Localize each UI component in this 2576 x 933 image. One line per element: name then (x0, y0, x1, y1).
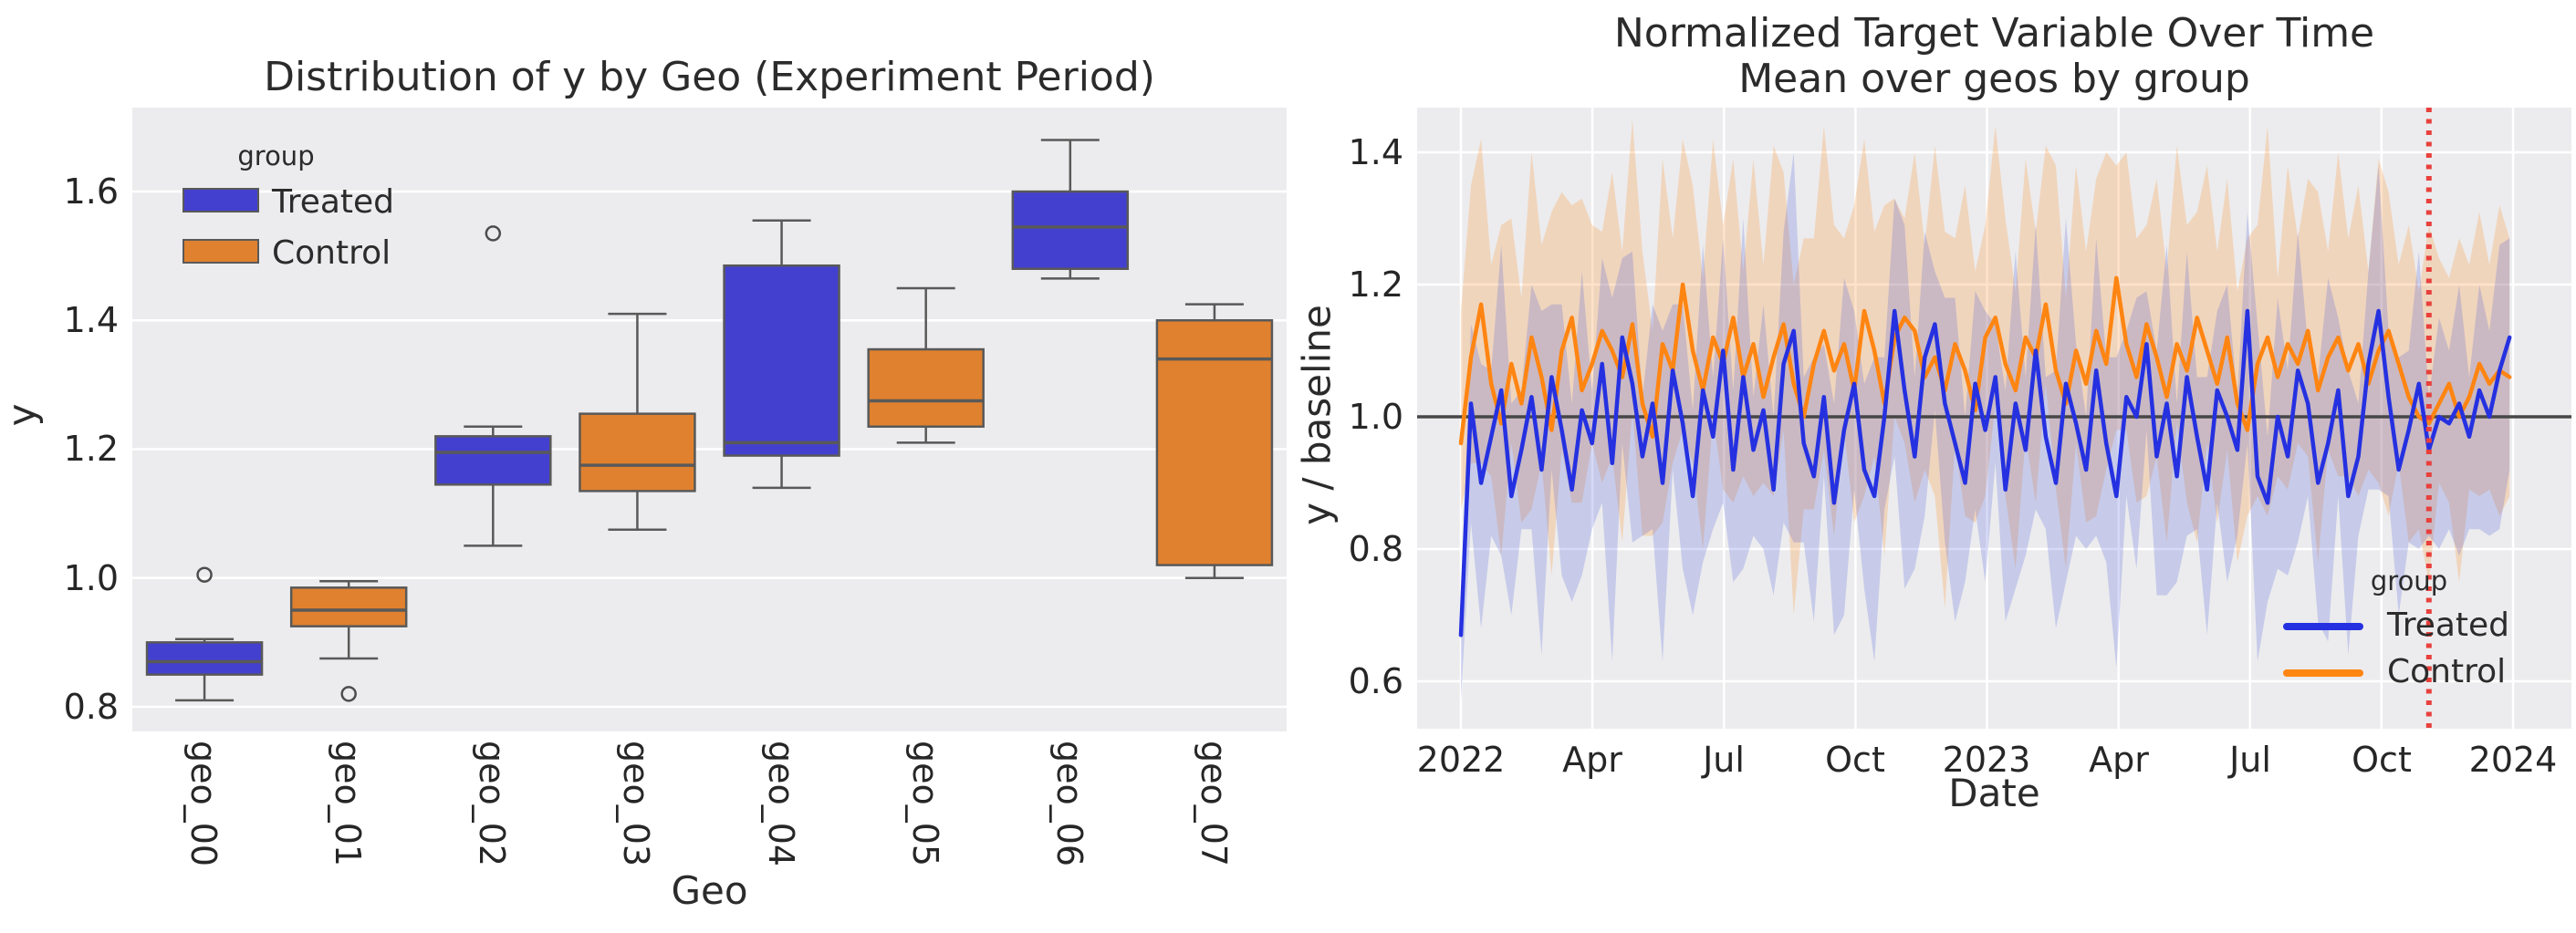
left-x-axis-label: Geo (671, 868, 748, 913)
y-tick-label: 1.0 (1348, 397, 1403, 437)
treated-legend-swatch (183, 188, 259, 213)
y-tick-label: 1.4 (1348, 132, 1403, 172)
right-plot-area (1417, 108, 2571, 729)
y-tick-label: 1.4 (63, 300, 119, 340)
box-body (723, 264, 840, 457)
treated-legend-label: Treated (2387, 606, 2510, 644)
left-plot-area (132, 108, 1287, 731)
x-tick-label: Jul (2229, 740, 2271, 780)
treated-mean-line (1458, 308, 2512, 638)
treated-legend-label: Treated (272, 183, 395, 221)
x-tick-label: geo_03 (616, 741, 656, 867)
treated-legend-line (2283, 623, 2363, 630)
box-geo_00 (145, 566, 264, 702)
left-chart-title: Distribution of y by Geo (Experiment Per… (264, 54, 1155, 100)
x-tick-label: geo_02 (472, 741, 512, 867)
box-geo_06 (1011, 139, 1130, 280)
y-tick-label: 0.8 (1348, 529, 1403, 569)
x-tick-label: geo_01 (328, 741, 368, 867)
right-timeseries-svg (1417, 108, 2571, 729)
x-tick-label: geo_07 (1194, 741, 1234, 867)
x-tick-label: Apr (1562, 740, 1622, 780)
x-tick-label: geo_00 (183, 741, 224, 867)
x-tick-label: geo_04 (761, 741, 801, 867)
box-geo_03 (579, 312, 696, 532)
box-body (867, 347, 985, 429)
x-tick-label: 2024 (2468, 740, 2558, 780)
right-chart-title-line2: Mean over geos by group (1738, 56, 2250, 102)
left-y-axis-label: y (0, 403, 45, 427)
x-tick-label: Oct (1825, 740, 1885, 780)
outlier-point (485, 225, 502, 242)
y-tick-label: 1.2 (63, 429, 119, 469)
box-body (1011, 190, 1130, 271)
box-geo_07 (1155, 303, 1274, 579)
left-boxplot-svg (132, 139, 1287, 709)
y-tick-label: 0.8 (63, 687, 119, 727)
x-tick-label: geo_06 (1049, 741, 1090, 867)
left-legend-title: group (237, 140, 315, 171)
control-legend-swatch (183, 239, 259, 264)
control-mean-line (1458, 275, 2512, 446)
outlier-point (196, 566, 213, 583)
box-body (579, 412, 696, 492)
x-tick-label: 2022 (1416, 740, 1506, 780)
y-tick-label: 1.6 (63, 171, 119, 212)
box-geo_01 (289, 579, 408, 702)
right-chart-title-line1: Normalized Target Variable Over Time (1613, 10, 2375, 57)
y-tick-label: 1.0 (63, 558, 119, 598)
x-tick-label: geo_05 (905, 741, 945, 867)
box-geo_05 (867, 286, 985, 444)
box-geo_02 (434, 225, 552, 547)
x-tick-label: Jul (1703, 740, 1745, 780)
control-legend-label: Control (272, 234, 391, 272)
outlier-point (340, 686, 357, 702)
x-tick-label: Apr (2089, 740, 2149, 780)
control-legend-label: Control (2387, 653, 2507, 690)
box-body (1155, 318, 1274, 566)
x-tick-label: 2023 (1942, 740, 2031, 780)
y-tick-label: 1.2 (1348, 264, 1403, 305)
x-tick-label: Oct (2352, 740, 2412, 780)
box-geo_04 (723, 219, 840, 490)
right-x-axis-label: Date (1948, 771, 2040, 815)
box-body (145, 641, 264, 676)
control-legend-line (2283, 669, 2363, 677)
y-tick-label: 0.6 (1348, 661, 1403, 701)
right-legend-title: group (2370, 565, 2448, 596)
control-confidence-band (1461, 119, 2510, 616)
box-body (434, 435, 552, 486)
box-body (289, 586, 408, 627)
